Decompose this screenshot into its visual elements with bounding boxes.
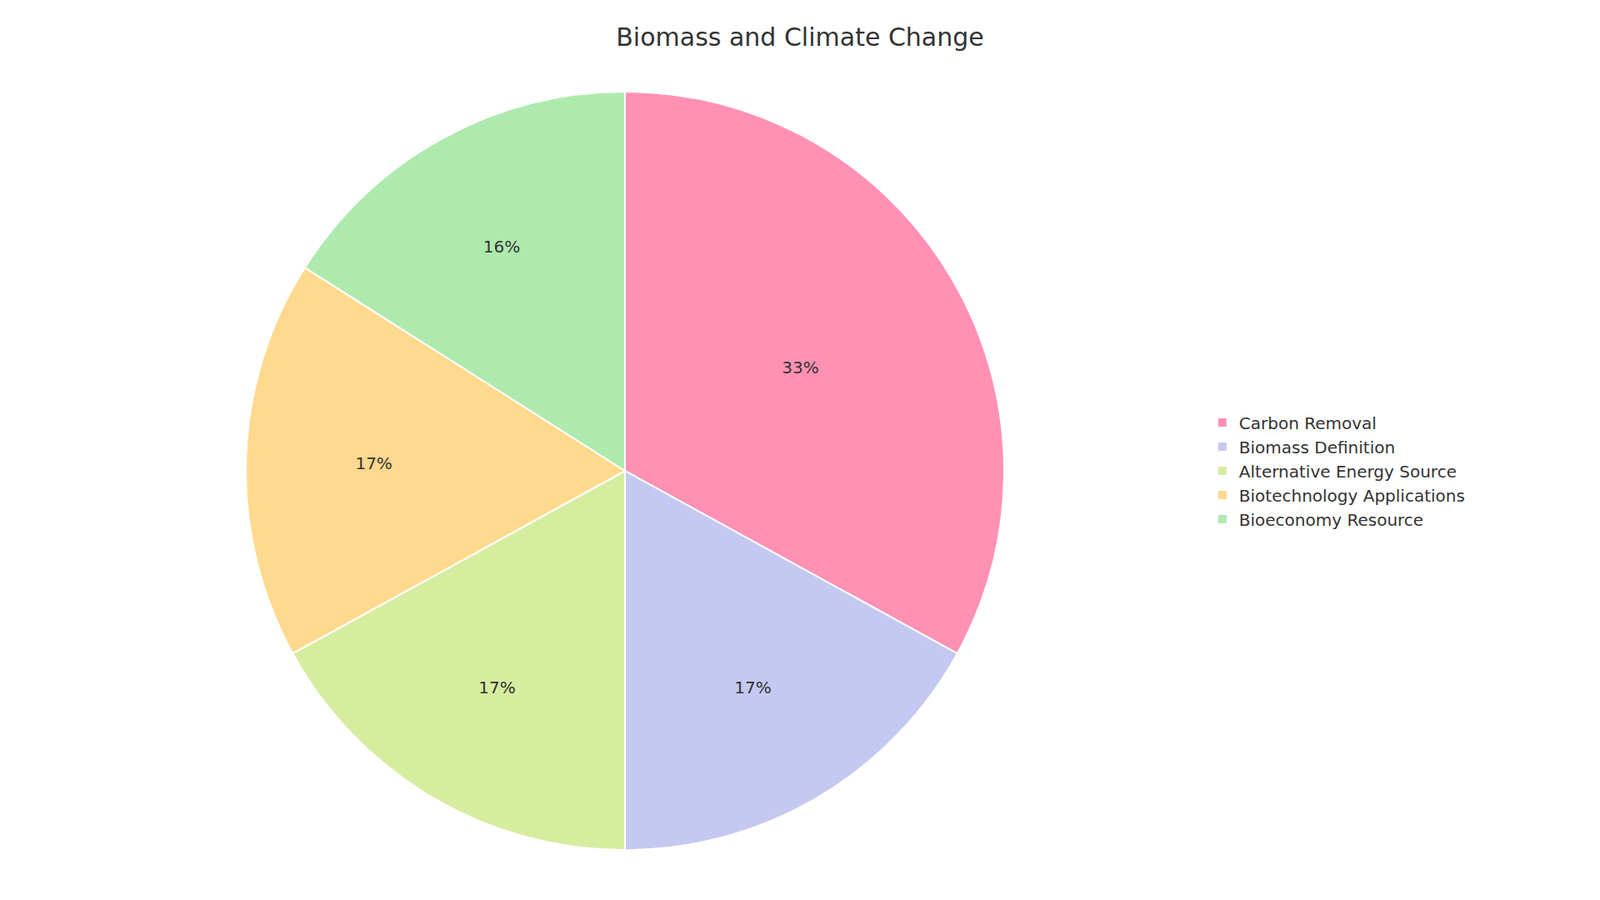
svg-text:Biomass and Climate Change: Biomass and Climate Change [615,22,985,52]
svg-text:Bioeconomy Resource: Bioeconomy Resource [1239,510,1424,530]
svg-text:16%: 16% [483,236,520,257]
svg-text:Biomass Definition: Biomass Definition [1239,437,1395,458]
svg-text:17%: 17% [478,677,515,698]
svg-text:17%: 17% [355,453,392,474]
svg-text:17%: 17% [734,677,771,698]
svg-text:33%: 33% [781,357,819,378]
svg-text:Alternative Energy Source: Alternative Energy Source [1239,461,1457,482]
svg-text:Carbon Removal: Carbon Removal [1239,413,1377,434]
svg-text:Biotechnology Applications: Biotechnology Applications [1239,485,1465,506]
